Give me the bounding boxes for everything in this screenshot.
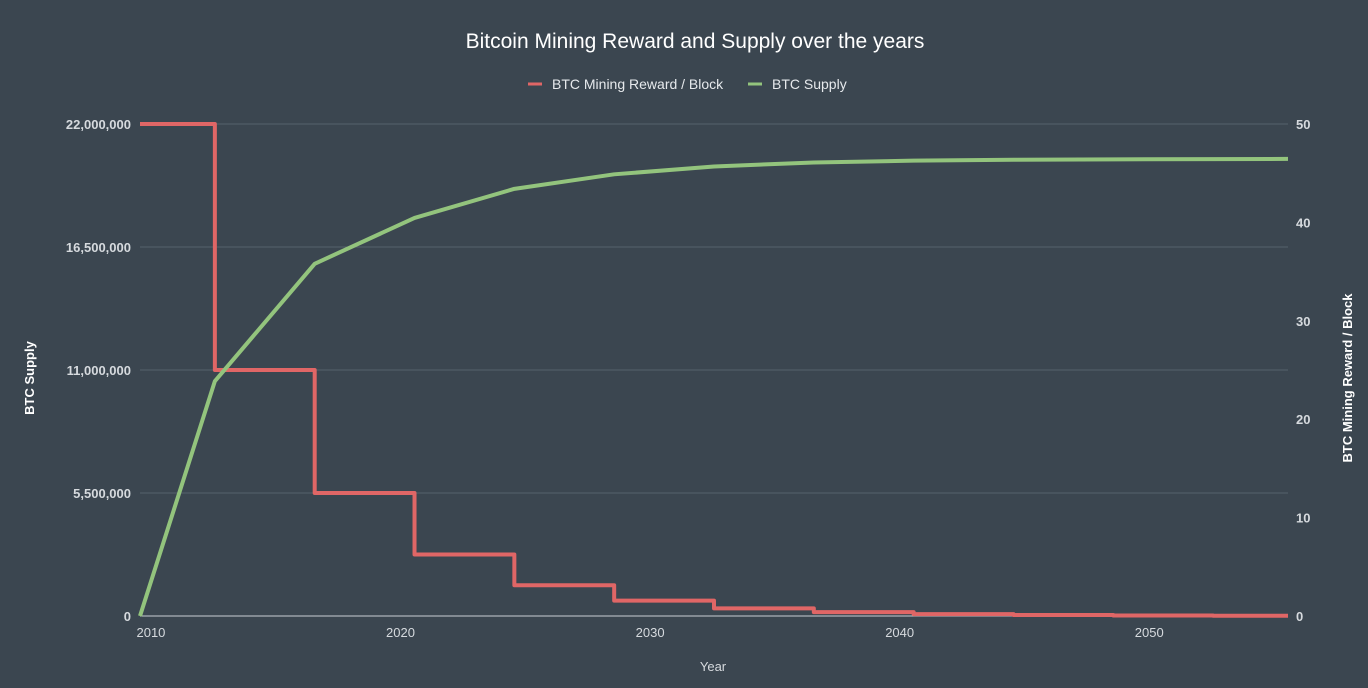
y-axis-left-label: BTC Supply: [22, 340, 37, 414]
y-right-tick-label: 10: [1296, 511, 1310, 526]
y-left-tick-label: 16,500,000: [66, 240, 131, 255]
y-right-tick-label: 50: [1296, 117, 1310, 132]
y-right-tick-label: 20: [1296, 412, 1310, 427]
legend: BTC Mining Reward / Block BTC Supply: [528, 76, 847, 92]
x-tick-label: 2050: [1135, 625, 1164, 640]
chart-title: Bitcoin Mining Reward and Supply over th…: [466, 30, 925, 53]
y-left-tick-label: 22,000,000: [66, 117, 131, 132]
y-right-tick-label: 40: [1296, 215, 1310, 230]
x-tick-label: 2030: [636, 625, 665, 640]
x-tick-label: 2010: [136, 625, 165, 640]
series-line-reward: [140, 122, 1288, 618]
y-axis-left: 0 5,500,000 11,000,000 16,500,000 22,000,000: [66, 117, 131, 624]
y-left-tick-label: 11,000,000: [67, 363, 131, 378]
y-right-tick-label: 30: [1296, 314, 1310, 329]
y-right-tick-label: 0: [1296, 609, 1303, 624]
y-left-tick-label: 5,500,000: [73, 486, 131, 501]
legend-label-supply: BTC Supply: [772, 76, 847, 92]
x-axis-label: Year: [700, 659, 727, 674]
x-axis: 2010 2020 2030 2040 2050: [136, 625, 1163, 640]
y-axis-right-label: BTC Mining Reward / Block: [1340, 293, 1355, 463]
x-tick-label: 2020: [386, 625, 415, 640]
y-axis-right: 0 10 20 30 40 50: [1296, 117, 1310, 624]
series-layer: [138, 122, 1289, 618]
legend-label-reward: BTC Mining Reward / Block: [552, 76, 724, 92]
series-line-supply: [138, 156, 1289, 617]
x-tick-label: 2040: [885, 625, 914, 640]
y-left-tick-label: 0: [124, 609, 131, 624]
